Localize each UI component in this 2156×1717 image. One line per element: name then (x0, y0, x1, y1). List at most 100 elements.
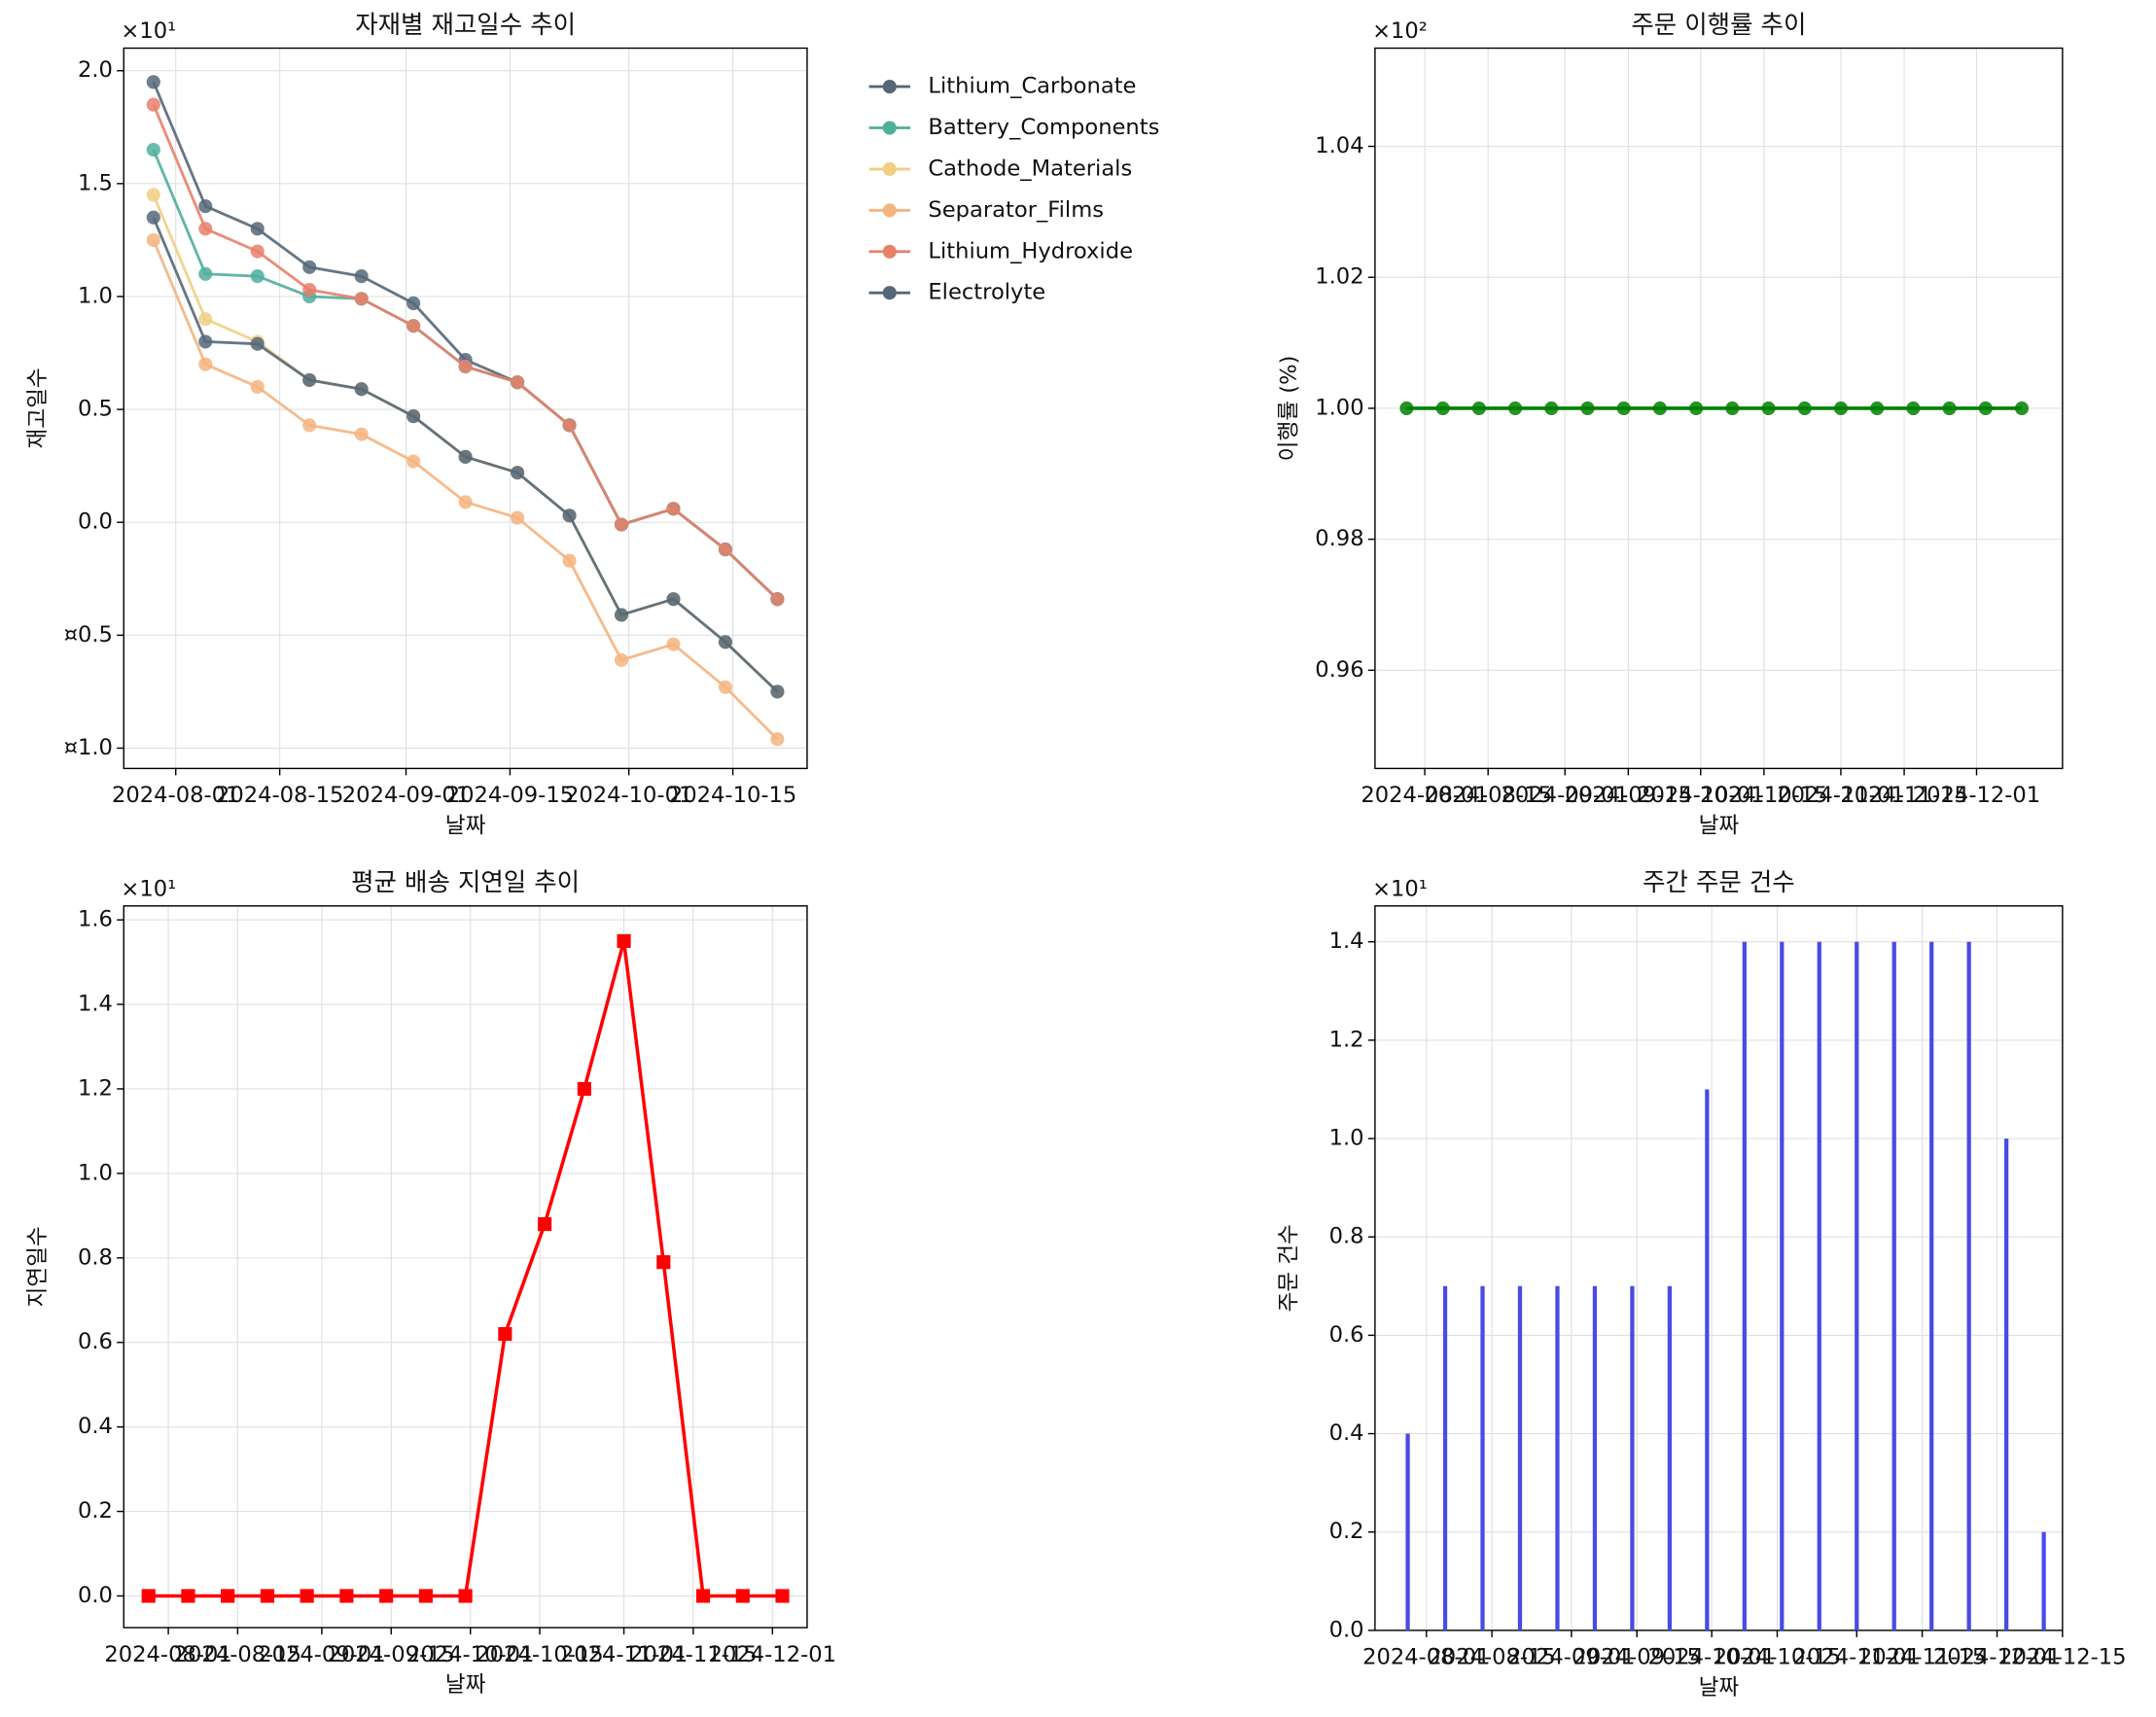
marker (458, 1589, 473, 1603)
plot-frame (1374, 47, 2064, 770)
y-tick-label: 0.2 (1329, 1519, 1364, 1544)
marker (406, 296, 421, 311)
marker (300, 1589, 314, 1603)
x-tick-label: 2024-10-15 (1714, 1645, 1841, 1670)
y-tick-label: 0.8 (1329, 1224, 1364, 1249)
marker (1689, 401, 1704, 416)
x-tick-label: 2024-12-01 (1933, 1645, 2061, 1670)
bar (1592, 1285, 1598, 1630)
line (152, 149, 779, 601)
y-tick-label: 1.0 (78, 1160, 113, 1185)
x-tick-label: 2024-10-01 (1647, 1645, 1775, 1670)
marker (2014, 401, 2030, 416)
marker (562, 418, 577, 433)
marker (250, 379, 265, 394)
y-axis-label: 주문 건수 (1277, 1224, 1302, 1312)
marker (511, 375, 525, 390)
marker (146, 75, 160, 89)
x-tick-label: 2024-08-15 (1428, 1645, 1555, 1670)
y-tick-label: 0.98 (1315, 526, 1363, 551)
marker (250, 244, 265, 259)
marker (1906, 401, 1921, 416)
x-axis-label: 날짜 (445, 813, 486, 838)
legend-label: Cathode_Materials (928, 156, 1132, 181)
marker (406, 454, 421, 469)
axis-offset: ×10¹ (1372, 876, 1428, 901)
marker (260, 1589, 274, 1603)
marker (221, 1589, 235, 1603)
marker (735, 1589, 750, 1603)
marker (770, 592, 785, 607)
y-tick-label: 1.02 (1315, 264, 1363, 290)
legend-marker (882, 121, 897, 135)
y-tick-label: 1.4 (78, 992, 113, 1017)
x-tick-label: 2024-08-15 (1424, 783, 1551, 808)
marker (666, 502, 681, 516)
marker (302, 282, 317, 298)
marker (1725, 401, 1740, 416)
marker (354, 269, 369, 284)
bar (1517, 1285, 1523, 1630)
marker (614, 517, 629, 532)
axis-offset: ×10¹ (121, 876, 176, 901)
marker (718, 543, 733, 557)
y-tick-label: 1.6 (78, 907, 113, 932)
y-tick-label: 1.04 (1315, 133, 1363, 158)
legend-marker (882, 203, 897, 218)
y-tick-label: 0.0 (78, 509, 113, 535)
bar (1705, 1089, 1710, 1630)
marker (250, 222, 265, 236)
marker (614, 608, 629, 622)
marker (198, 199, 213, 214)
x-tick-label: 2024-08-01 (112, 783, 239, 808)
marker (666, 592, 681, 607)
line (152, 239, 779, 741)
y-tick-label: 0.8 (78, 1244, 113, 1270)
chart-title: 주문 이행률 추이 (1631, 11, 1806, 40)
marker (302, 372, 317, 387)
marker (1435, 401, 1450, 416)
x-tick-label: 2024-11-15 (1840, 783, 1967, 808)
marker (1761, 401, 1776, 416)
x-tick-label: 2024-08-01 (1361, 783, 1488, 808)
marker (146, 142, 160, 158)
line (148, 940, 783, 1598)
legend-marker (882, 286, 897, 300)
x-tick-label: 2024-09-01 (1502, 783, 1629, 808)
marker (617, 933, 631, 948)
x-axis-label: 날짜 (445, 1672, 486, 1698)
bar (1817, 941, 1821, 1630)
marker (511, 510, 525, 525)
plot-frame (123, 47, 808, 770)
marker (198, 266, 213, 281)
bar (1480, 1285, 1485, 1630)
marker (498, 1326, 512, 1342)
x-axis-label: 날짜 (1699, 1675, 1740, 1700)
y-tick-label: 1.2 (78, 1075, 113, 1101)
marker (770, 684, 785, 699)
y-tick-label: 1.5 (78, 170, 113, 195)
marker (181, 1589, 195, 1603)
x-tick-label: 2024-12-01 (709, 1642, 836, 1667)
y-tick-label: 0.5 (78, 397, 113, 422)
marker (354, 427, 369, 441)
marker (141, 1589, 156, 1603)
x-tick-label: 2024-09-15 (1565, 783, 1692, 808)
bar (1891, 941, 1896, 1630)
chart-title: 평균 배송 지연일 추이 (351, 868, 580, 897)
x-tick-label: 2024-11-15 (629, 1642, 757, 1667)
bar (1630, 1285, 1635, 1630)
y-tick-label: 0.0 (1329, 1617, 1364, 1642)
y-tick-label: 1.2 (1329, 1027, 1364, 1052)
x-tick-label: 2024-11-15 (1858, 1645, 1986, 1670)
marker (302, 418, 317, 433)
marker (146, 210, 160, 225)
marker (695, 1589, 711, 1603)
marker (1797, 401, 1812, 416)
y-tick-label: 2.0 (78, 57, 113, 83)
chart-title: 주간 주문 건수 (1643, 868, 1795, 897)
subplot: 0.00.20.40.60.81.01.21.42024-08-012024-0… (1277, 868, 2127, 1700)
x-axis-label: 날짜 (1699, 813, 1740, 838)
legend-label: Lithium_Hydroxide (928, 238, 1133, 263)
subplot: 0.00.20.40.60.81.01.21.41.62024-08-01202… (25, 868, 836, 1698)
